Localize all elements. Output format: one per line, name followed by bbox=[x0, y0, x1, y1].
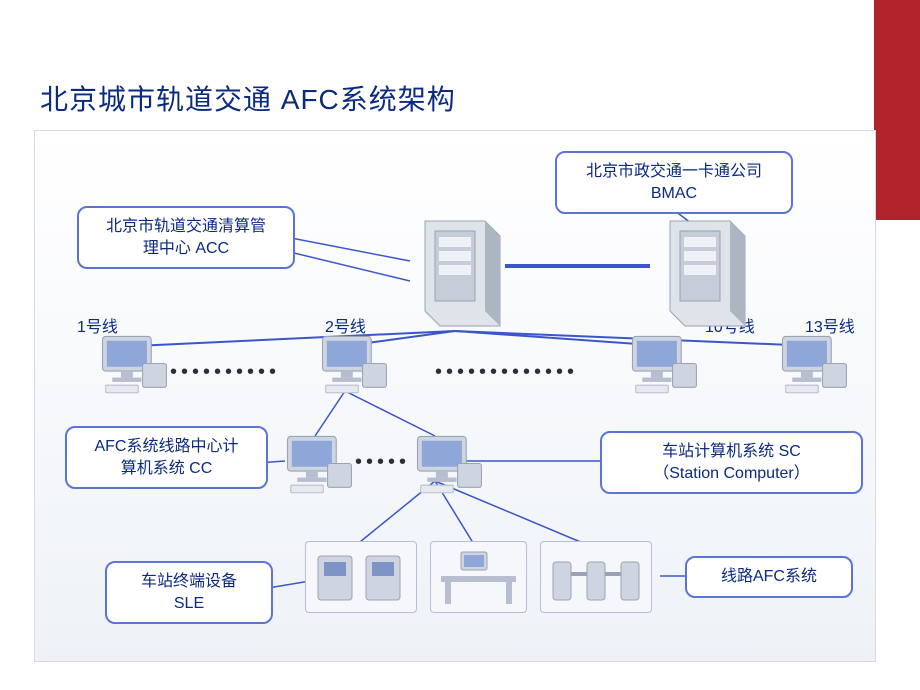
workstation-icon bbox=[95, 331, 175, 401]
callout-bmac: 北京市政交通一卡通公司 BMAC bbox=[555, 151, 793, 214]
callout-cc: AFC系统线路中心计 算机系统 CC bbox=[65, 426, 268, 489]
dots-ellipsis: ••••••••••••• bbox=[435, 361, 578, 384]
workstation-icon bbox=[280, 431, 360, 501]
workstation-icon bbox=[625, 331, 705, 401]
terminal-device bbox=[540, 541, 652, 613]
terminal-device bbox=[305, 541, 417, 613]
callout-line-afc: 线路AFC系统 bbox=[685, 556, 853, 598]
slide-title: 北京城市轨道交通 AFC系统架构 bbox=[40, 78, 456, 118]
server-icon bbox=[405, 211, 505, 336]
workstation-icon bbox=[315, 331, 395, 401]
callout-sc: 车站计算机系统 SC （Station Computer） bbox=[600, 431, 863, 494]
terminal-device bbox=[430, 541, 527, 613]
slide-stage: 北京城市轨道交通 AFC系统架构 北京市政交通一卡通公司 BMAC 北京市轨道交… bbox=[0, 0, 920, 690]
accent-band bbox=[874, 0, 920, 220]
dots-ellipsis: ••••• bbox=[355, 451, 410, 474]
diagram-panel: 北京市政交通一卡通公司 BMAC 北京市轨道交通清算管 理中心 ACC AFC系… bbox=[34, 130, 876, 662]
callout-sle: 车站终端设备 SLE bbox=[105, 561, 273, 624]
dots-ellipsis: •••••••••• bbox=[170, 361, 280, 384]
workstation-icon bbox=[410, 431, 490, 501]
server-icon bbox=[650, 211, 750, 336]
workstation-icon bbox=[775, 331, 855, 401]
callout-acc: 北京市轨道交通清算管 理中心 ACC bbox=[77, 206, 295, 269]
